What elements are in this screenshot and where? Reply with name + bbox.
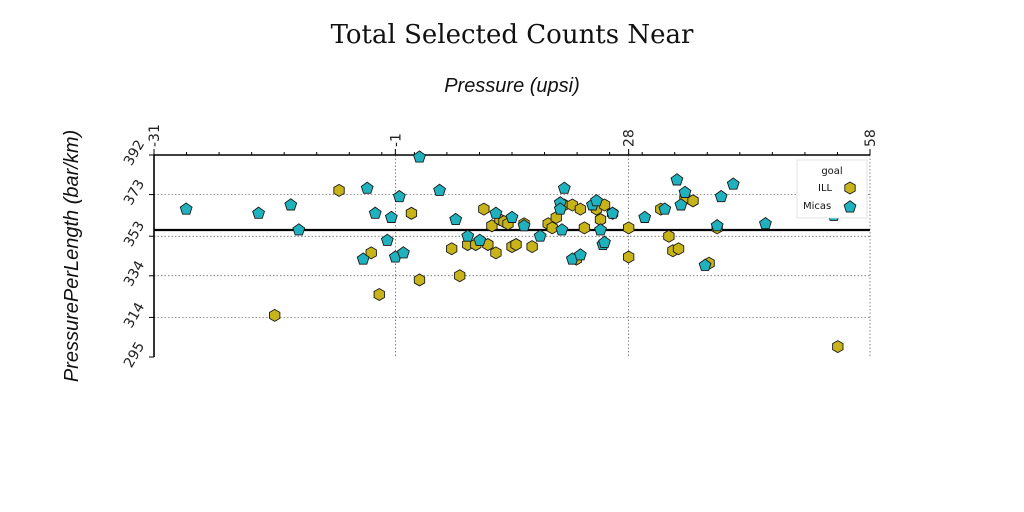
micas-point (360, 181, 374, 194)
y-tick-label: 353 (121, 219, 148, 250)
legend-label-ill: ILL (818, 183, 833, 194)
legend-title: goal (821, 166, 842, 177)
ill-point (526, 240, 538, 254)
legend-marker-ill (844, 181, 856, 195)
ill-point (598, 198, 611, 212)
ill-point (490, 246, 502, 260)
grid-lines (154, 154, 871, 357)
micas-point (533, 229, 547, 242)
micas-point (714, 189, 728, 203)
legend-marker-micas-shape (843, 200, 857, 213)
micas-point (590, 194, 603, 207)
ill-point (687, 194, 699, 208)
x-tick-label: 28 (622, 129, 638, 147)
y-tick-label: 314 (121, 300, 148, 331)
x-tick-label: -31 (147, 124, 163, 147)
micas-point (489, 206, 503, 219)
ill-point (672, 242, 685, 256)
ill-point (623, 250, 635, 264)
legend-label-micas: Micas (803, 201, 831, 212)
micas-point (710, 219, 724, 232)
axes (149, 149, 871, 358)
ill-point (454, 269, 466, 283)
x-tick-label: 58 (863, 129, 879, 147)
ill-point (373, 288, 385, 302)
ill-point (510, 238, 522, 252)
micas-point (505, 210, 519, 223)
ill-point (574, 202, 587, 216)
x-tick-label: -1 (388, 133, 404, 147)
ill-point (478, 202, 490, 216)
ill-point (578, 221, 591, 235)
ill-point (446, 242, 458, 256)
micas-point (413, 150, 426, 163)
ill-point (269, 308, 281, 322)
micas-point (698, 258, 712, 271)
micas-point (573, 248, 587, 261)
micas-point (179, 202, 193, 215)
legend: goal ILL Micas (796, 159, 868, 219)
micas-point (461, 229, 475, 242)
micas-point (594, 223, 607, 236)
micas-point (368, 206, 382, 219)
y-tick-label: 373 (121, 177, 148, 208)
legend-marker-ill-shape (844, 181, 856, 195)
micas-point (670, 173, 684, 186)
micas-point (284, 198, 298, 211)
micas-point (674, 198, 688, 211)
micas-point (292, 223, 306, 236)
micas-point (638, 210, 652, 223)
ill-point (623, 221, 635, 235)
y-axis-title: PressurePerLength (bar/km) (61, 130, 83, 382)
micas-point (658, 202, 672, 215)
micas-point (678, 185, 692, 198)
legend-marker-micas (843, 200, 857, 213)
micas-point (555, 223, 569, 236)
data-points (179, 150, 844, 354)
micas-point (252, 206, 266, 219)
micas-point (396, 246, 410, 259)
tick-labels: 295 314 334 353 373 392-31 -1 28 58 (121, 124, 879, 370)
ill-point (594, 213, 607, 227)
micas-point (517, 219, 531, 232)
ill-point (663, 229, 675, 243)
ill-point (405, 206, 418, 220)
ill-point (333, 183, 345, 197)
ill-point (482, 238, 494, 252)
ill-point (832, 340, 844, 354)
micas-point (553, 202, 567, 215)
micas-point (606, 206, 619, 219)
micas-point (433, 183, 447, 196)
chart-title: Total Selected Counts Near (331, 20, 694, 50)
micas-point (356, 252, 370, 265)
y-tick-label: 295 (121, 339, 148, 370)
micas-point (758, 216, 772, 230)
micas-point (726, 177, 740, 190)
micas-point (449, 212, 463, 226)
micas-point (384, 210, 398, 223)
micas-point (598, 235, 611, 248)
y-tick-label: 334 (121, 258, 148, 289)
micas-point (392, 189, 406, 203)
micas-point (380, 233, 394, 246)
y-tick-label: 392 (121, 137, 148, 168)
x-axis-title: Pressure (upsi) (444, 75, 580, 97)
micas-point (473, 233, 487, 246)
micas-point (557, 181, 571, 194)
ill-point (413, 273, 426, 287)
